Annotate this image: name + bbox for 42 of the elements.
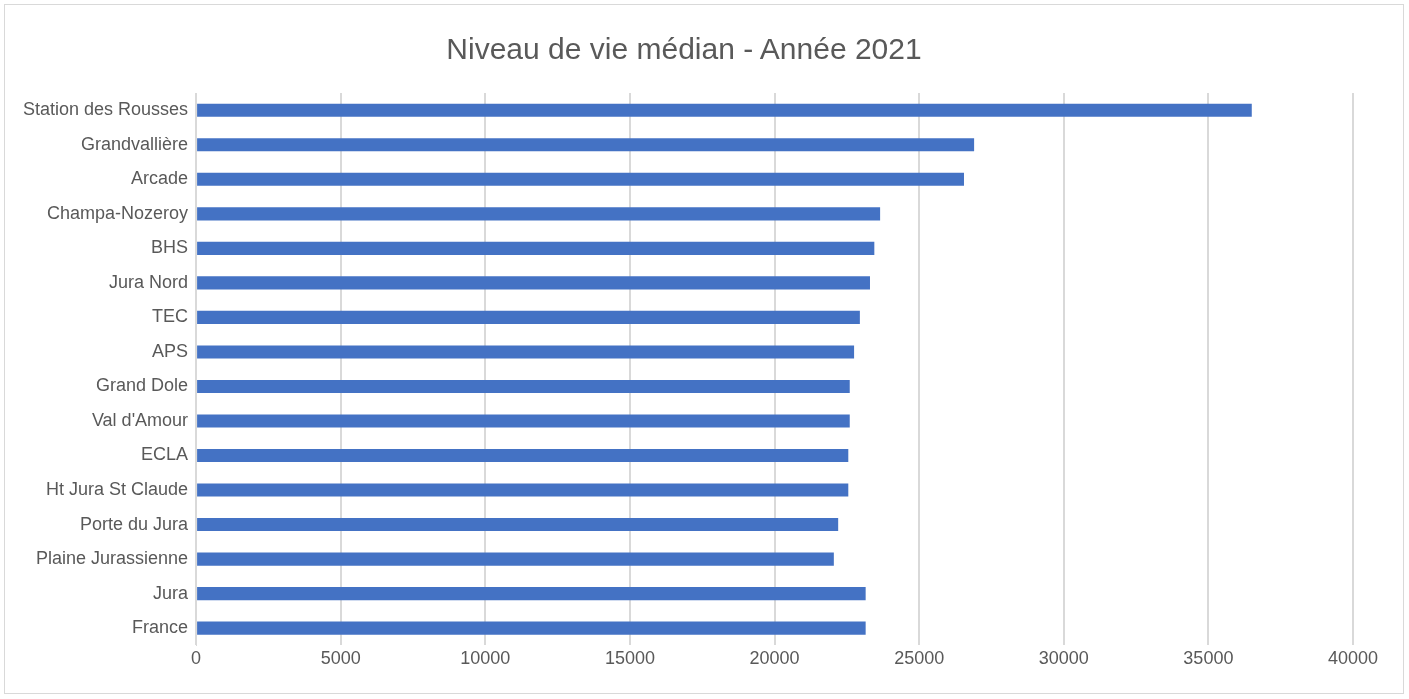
- bar: [197, 621, 866, 635]
- bar: [197, 241, 875, 255]
- x-tick-label: 40000: [1327, 648, 1379, 669]
- bar: [197, 276, 870, 290]
- bar: [197, 587, 866, 601]
- x-tick-label: 20000: [749, 648, 800, 669]
- chart-title: Niveau de vie médian - Année 2021: [446, 32, 922, 66]
- y-tick-label: ECLA: [141, 444, 189, 465]
- x-tick-label: 0: [191, 648, 202, 669]
- bar: [197, 207, 881, 221]
- y-tick-label: Grandvallière: [81, 133, 189, 154]
- bar: [197, 379, 850, 394]
- bar: [197, 103, 1252, 117]
- bar: [197, 448, 849, 463]
- y-tick-label: France: [132, 617, 189, 638]
- x-tick-label: 15000: [604, 648, 655, 669]
- y-tick-label: Val d'Amour: [91, 409, 189, 430]
- y-tick-label: Station des Rousses: [23, 99, 189, 120]
- bar: [197, 414, 850, 428]
- y-tick-label: TEC: [152, 306, 189, 327]
- y-tick-label: Jura Nord: [109, 271, 189, 292]
- bar: [197, 518, 839, 532]
- x-tick-label: 10000: [460, 648, 511, 669]
- y-tick-label: Jura: [153, 582, 190, 603]
- bar: [197, 552, 834, 566]
- x-tick-label: 35000: [1183, 648, 1234, 669]
- x-tick-label: 25000: [894, 648, 945, 669]
- y-tick-label: Ht Jura St Claude: [46, 479, 189, 500]
- bar: [197, 483, 849, 497]
- y-tick-label: Champa-Nozeroy: [47, 202, 189, 223]
- y-tick-label: Plaine Jurassienne: [35, 548, 189, 569]
- y-tick-label: APS: [152, 340, 189, 361]
- x-tick-label: 30000: [1038, 648, 1089, 669]
- y-tick-label: BHS: [151, 237, 189, 258]
- bar: [197, 345, 855, 359]
- bar: [197, 172, 964, 186]
- bar: [197, 138, 975, 152]
- bar: [197, 310, 860, 324]
- y-tick-label: Arcade: [131, 168, 189, 189]
- y-tick-label: Porte du Jura: [80, 513, 190, 534]
- x-tick-label: 5000: [320, 648, 361, 669]
- y-tick-label: Grand Dole: [96, 375, 189, 396]
